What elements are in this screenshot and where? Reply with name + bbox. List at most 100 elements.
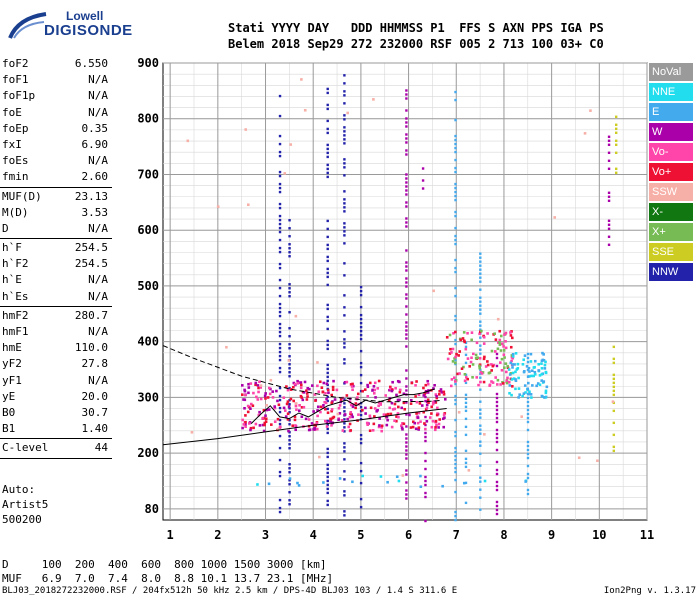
echo-point [359, 441, 363, 445]
echo-point [527, 366, 531, 370]
echo-point [288, 287, 291, 290]
auto-program: Artist5 [2, 498, 49, 511]
echo-point [403, 407, 407, 411]
echo-point [312, 428, 315, 431]
echo-point [288, 219, 291, 222]
echo-point [425, 403, 429, 407]
echo-point [508, 391, 511, 395]
echo-point [278, 426, 282, 429]
echo-point [397, 415, 400, 419]
echo-point [607, 195, 611, 198]
echo-point [278, 218, 282, 222]
echo-point [330, 408, 334, 411]
echo-point [349, 403, 353, 407]
x-tick-label: 5 [357, 528, 364, 542]
echo-point [409, 402, 413, 405]
echo-point [326, 347, 329, 351]
echo-point [326, 219, 329, 223]
echo-point [454, 142, 457, 146]
echo-point [531, 384, 534, 387]
echo-point [405, 285, 408, 288]
echo-point [265, 404, 268, 407]
echo-point [515, 368, 519, 371]
echo-point [369, 406, 373, 410]
echo-point [405, 261, 408, 264]
echo-point [300, 78, 303, 81]
echo-point [366, 383, 369, 387]
echo-point [435, 394, 438, 398]
echo-point [267, 482, 271, 486]
echo-point [326, 307, 329, 311]
echo-point [499, 349, 503, 352]
echo-point [530, 396, 533, 399]
echo-point [376, 387, 380, 390]
echo-point [335, 388, 339, 392]
echo-point [261, 423, 265, 427]
echo-point [424, 475, 427, 479]
echo-point [408, 413, 411, 417]
echo-point [431, 402, 435, 406]
echo-point [454, 118, 457, 122]
echo-point [326, 371, 329, 375]
echo-point [464, 465, 468, 469]
echo-point [451, 347, 455, 351]
echo-point [532, 374, 535, 378]
logo-swoosh-icon [8, 12, 47, 39]
parameter-row: h`E N/A [0, 272, 112, 288]
echo-point [216, 205, 220, 208]
echo-point [437, 422, 441, 426]
echo-point [326, 143, 329, 147]
echo-point [310, 422, 314, 425]
echo-point [526, 444, 530, 448]
echo-point [278, 170, 282, 174]
echo-point [326, 255, 329, 259]
echo-point [396, 398, 400, 402]
echo-point [278, 182, 282, 186]
echo-point [526, 448, 530, 452]
echo-point [326, 431, 329, 435]
parameter-value: N/A [88, 273, 108, 287]
echo-point [282, 396, 286, 399]
echo-point [453, 376, 456, 379]
echo-point [300, 396, 304, 399]
echo-point [300, 406, 304, 409]
echo-point [540, 362, 543, 365]
echo-point [349, 383, 353, 386]
echo-point [490, 380, 493, 383]
echo-point [278, 434, 282, 438]
echo-point [496, 378, 500, 382]
echo-point [405, 269, 408, 272]
echo-point [454, 234, 457, 238]
echo-point [517, 376, 520, 380]
echo-point [434, 419, 438, 423]
echo-point [524, 480, 527, 483]
echo-point [368, 414, 372, 418]
echo-point [425, 419, 429, 423]
parameter-row: foEp 0.35 [0, 121, 112, 137]
echo-point [377, 401, 381, 404]
echo-point [482, 342, 486, 345]
echo-point [343, 138, 346, 141]
echo-point [536, 382, 540, 385]
echo-point [254, 381, 258, 385]
echo-point [323, 419, 327, 423]
echo-point [431, 400, 435, 404]
parameter-label: B0 [2, 405, 16, 419]
echo-point [286, 418, 290, 421]
echo-point [288, 387, 291, 390]
echo-point [326, 475, 329, 479]
echo-point [359, 389, 363, 393]
echo-point [289, 388, 293, 391]
echo-point [343, 422, 346, 425]
echo-point [343, 158, 346, 161]
echo-point [430, 412, 433, 415]
echo-point [526, 352, 530, 356]
echo-point [246, 410, 250, 414]
echo-point [464, 461, 468, 465]
parameter-value: 110.0 [74, 341, 108, 355]
echo-point [405, 173, 408, 176]
echo-point [326, 367, 329, 371]
echo-point [395, 419, 398, 423]
echo-point [359, 373, 363, 377]
parameter-value: 27.8 [81, 357, 109, 371]
